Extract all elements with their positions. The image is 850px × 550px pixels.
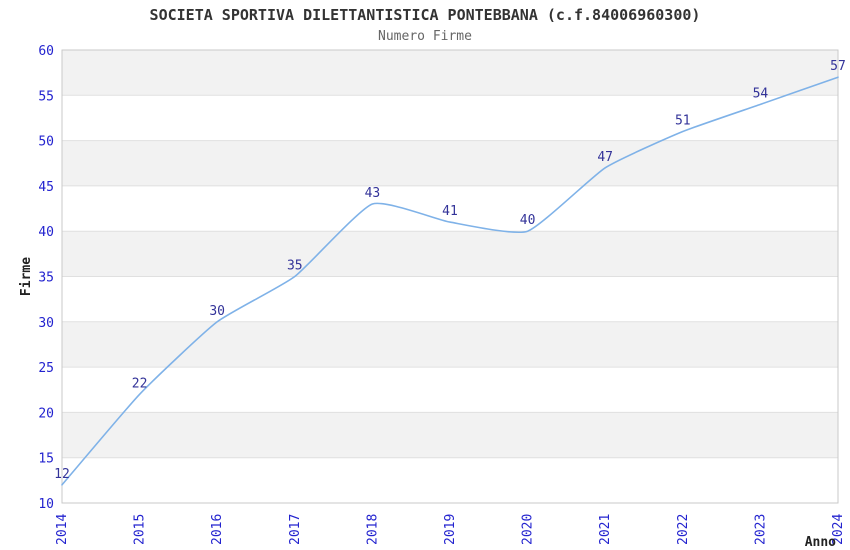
plot-band bbox=[62, 50, 838, 96]
plot-band bbox=[62, 276, 838, 322]
plot-band bbox=[62, 140, 838, 186]
plot-band bbox=[62, 412, 838, 458]
x-tick-label: 2019 bbox=[443, 514, 458, 545]
plot-band bbox=[62, 321, 838, 368]
chart-subtitle: Numero Firme bbox=[378, 29, 472, 44]
data-label: 22 bbox=[132, 376, 148, 391]
plot-border bbox=[61, 49, 839, 504]
y-tick-label: 30 bbox=[38, 316, 54, 331]
x-tick-label: 2018 bbox=[365, 514, 380, 545]
series-line bbox=[61, 76, 839, 486]
y-tick-label: 35 bbox=[38, 271, 54, 286]
data-label: 57 bbox=[830, 59, 846, 74]
x-tick-label: 2022 bbox=[676, 514, 691, 545]
data-label: 54 bbox=[753, 86, 769, 101]
x-tick-label: 2024 bbox=[831, 514, 846, 545]
plot-band bbox=[62, 367, 838, 413]
y-tick-label: 60 bbox=[38, 44, 54, 59]
data-label: 40 bbox=[520, 213, 536, 228]
plot-band bbox=[62, 185, 838, 232]
x-tick-label: 2021 bbox=[598, 514, 613, 545]
data-label: 41 bbox=[442, 204, 458, 219]
y-tick-label: 45 bbox=[38, 180, 54, 195]
data-label: 47 bbox=[597, 150, 613, 165]
data-label: 12 bbox=[54, 467, 70, 482]
plot-band bbox=[62, 95, 838, 141]
y-tick-label: 15 bbox=[38, 452, 54, 467]
x-tick-label: 2014 bbox=[55, 514, 70, 545]
plot-band bbox=[62, 457, 838, 503]
chart-title: SOCIETA SPORTIVA DILETTANTISTICA PONTEBB… bbox=[149, 6, 701, 24]
plot-band bbox=[62, 231, 838, 277]
y-tick-label: 10 bbox=[38, 497, 54, 512]
x-tick-label: 2015 bbox=[133, 514, 148, 545]
x-tick-label: 2017 bbox=[288, 514, 303, 545]
y-tick-label: 55 bbox=[38, 89, 54, 104]
y-tick-label: 50 bbox=[38, 135, 54, 150]
data-label: 30 bbox=[209, 304, 225, 319]
y-axis-title: Firme bbox=[19, 257, 34, 296]
y-tick-label: 20 bbox=[38, 406, 54, 421]
x-tick-label: 2016 bbox=[210, 514, 225, 545]
x-axis-title: Anno bbox=[805, 535, 836, 550]
x-tick-label: 2023 bbox=[753, 514, 768, 545]
data-label: 51 bbox=[675, 114, 691, 129]
y-tick-label: 40 bbox=[38, 225, 54, 240]
data-label: 35 bbox=[287, 259, 303, 274]
data-label: 43 bbox=[365, 186, 381, 201]
y-tick-label: 25 bbox=[38, 361, 54, 376]
x-tick-label: 2020 bbox=[521, 514, 536, 545]
